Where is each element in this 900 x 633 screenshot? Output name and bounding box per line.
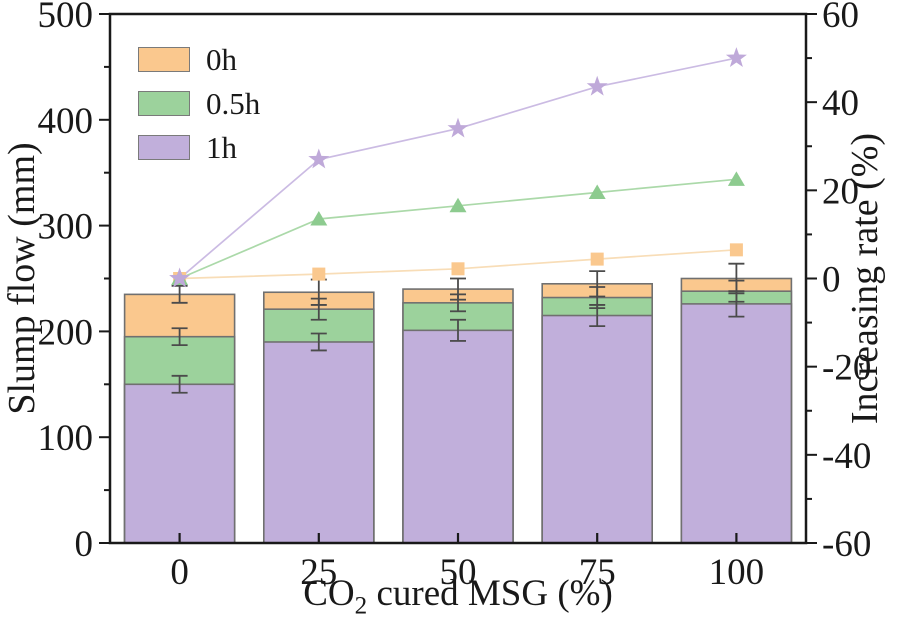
marker-square-0h (451, 262, 465, 276)
legend-item-0h: 0h (138, 44, 260, 75)
line-series-1h (179, 57, 737, 280)
bar-segment-1h (262, 341, 375, 544)
y-axis-tick-label: 100 (38, 418, 94, 459)
y2-axis-tick-label: -20 (822, 348, 871, 389)
y-axis-tick-label: 200 (38, 312, 94, 353)
marker-triangle-0.5h (449, 197, 467, 213)
marker-star-1h (586, 75, 608, 96)
y2-axis-tick-label: 60 (822, 0, 859, 36)
x-axis-tick-label: 75 (579, 552, 616, 593)
y2-axis-title: Increasing rate (%) (844, 133, 886, 424)
marker-star-1h (725, 47, 747, 67)
x-axis-tick-label: 25 (300, 552, 337, 593)
x-axis-title: CO2 cured MSG (%) (303, 573, 613, 620)
legend-swatch-0-5h (138, 91, 190, 116)
y-axis-tick-label: 0 (75, 524, 94, 565)
legend-item-0-5h: 0.5h (138, 88, 260, 119)
y2-axis-tick-label: 0 (822, 260, 841, 301)
marker-triangle-0.5h (588, 184, 606, 200)
x-axis-tick-label: 50 (440, 552, 477, 593)
bar-segment-1h (541, 314, 654, 544)
y2-axis-tick-label: 40 (822, 83, 859, 124)
y2-axis-tick-label: -40 (822, 436, 871, 477)
marker-square-0h (312, 267, 326, 281)
legend-item-1h: 1h (138, 132, 260, 163)
marker-star-1h (308, 148, 330, 169)
y-axis-tick-label: 500 (38, 0, 94, 36)
y2-axis-tick-label: -60 (822, 524, 871, 565)
legend: 0h 0.5h 1h (138, 44, 260, 176)
legend-label-0-5h: 0.5h (206, 86, 261, 121)
marker-triangle-0.5h (727, 171, 745, 186)
marker-triangle-0.5h (310, 210, 328, 226)
bar-segment-1h (402, 329, 514, 544)
x-axis-tick-label: 100 (709, 552, 765, 593)
legend-swatch-0h (138, 47, 190, 72)
x-axis-title-subscript: 2 (354, 592, 368, 620)
marker-star-1h (169, 267, 191, 288)
y-axis-tick-label: 400 (38, 101, 94, 142)
legend-label-0h: 0h (206, 42, 237, 77)
legend-swatch-1h (138, 135, 190, 160)
x-axis-tick-label: 0 (170, 552, 189, 593)
y-axis-title: Slump flow (mm) (1, 142, 43, 414)
marker-square-0h (590, 252, 604, 266)
legend-label-1h: 1h (206, 130, 237, 165)
bar-segment-1h (123, 383, 236, 544)
marker-square-0h (729, 243, 743, 257)
y2-axis-tick-label: 20 (822, 171, 859, 212)
bar-segment-1h (680, 303, 793, 544)
marker-star-1h (447, 117, 469, 138)
y-axis-tick-label: 300 (38, 207, 94, 248)
